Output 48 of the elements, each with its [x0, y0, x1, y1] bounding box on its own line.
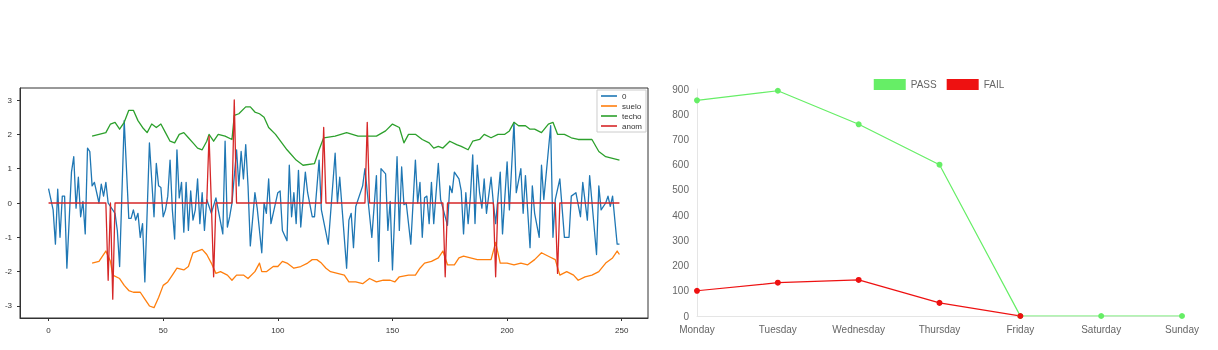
point	[1098, 313, 1105, 319]
x-tick-label: Thursday	[918, 323, 961, 335]
point	[774, 279, 781, 286]
point	[694, 97, 700, 104]
y-tick-label: 300	[672, 234, 690, 246]
y-tick-label: -2	[4, 267, 13, 277]
legend-label: 0	[621, 91, 627, 101]
x-tick-label: Saturday	[1081, 323, 1122, 335]
x-tick-label: Sunday	[1165, 323, 1199, 335]
x-tick-label: 250	[615, 325, 629, 335]
point	[936, 299, 943, 306]
y-tick-label: 400	[672, 209, 690, 221]
x-tick-label: 100	[271, 325, 286, 335]
legend-label: PASS	[910, 79, 938, 90]
legend-label: FAIL	[983, 79, 1005, 90]
point	[694, 287, 700, 294]
y-tick-label: 1	[7, 164, 13, 174]
y-tick-label: 100	[672, 285, 690, 297]
legend-label: anom	[621, 121, 643, 131]
point	[855, 121, 862, 128]
y-tick-label: 600	[672, 159, 690, 171]
point	[774, 87, 781, 94]
y-tick-label: 200	[672, 260, 690, 272]
legend-label: suelo	[621, 101, 642, 111]
y-tick-label: 2	[7, 129, 13, 139]
x-tick-label: Monday	[679, 323, 715, 335]
y-tick-label: 500	[672, 184, 690, 196]
y-tick-label: 700	[672, 133, 690, 145]
x-tick-label: Friday	[1006, 323, 1035, 335]
line-series	[91, 106, 621, 166]
x-tick-label: Tuesday	[758, 323, 797, 335]
y-tick-label: 900	[672, 83, 690, 95]
x-tick-label: 150	[385, 325, 400, 335]
x-tick-label: 200	[500, 325, 515, 335]
y-tick-label: 0	[683, 310, 690, 322]
y-tick-label: -3	[4, 301, 13, 311]
x-tick-label: Wednesday	[832, 323, 885, 335]
x-tick-label: 50	[158, 325, 169, 335]
y-tick-label: 0	[7, 198, 13, 208]
y-tick-label: -1	[4, 232, 13, 242]
line-series	[91, 241, 621, 309]
y-tick-label: 800	[672, 108, 690, 120]
x-tick-label: 0	[46, 325, 52, 335]
point	[1179, 313, 1185, 319]
point	[855, 276, 862, 283]
legend-label: techo	[621, 111, 643, 121]
y-tick-label: 3	[7, 95, 13, 105]
line-series	[47, 99, 621, 300]
